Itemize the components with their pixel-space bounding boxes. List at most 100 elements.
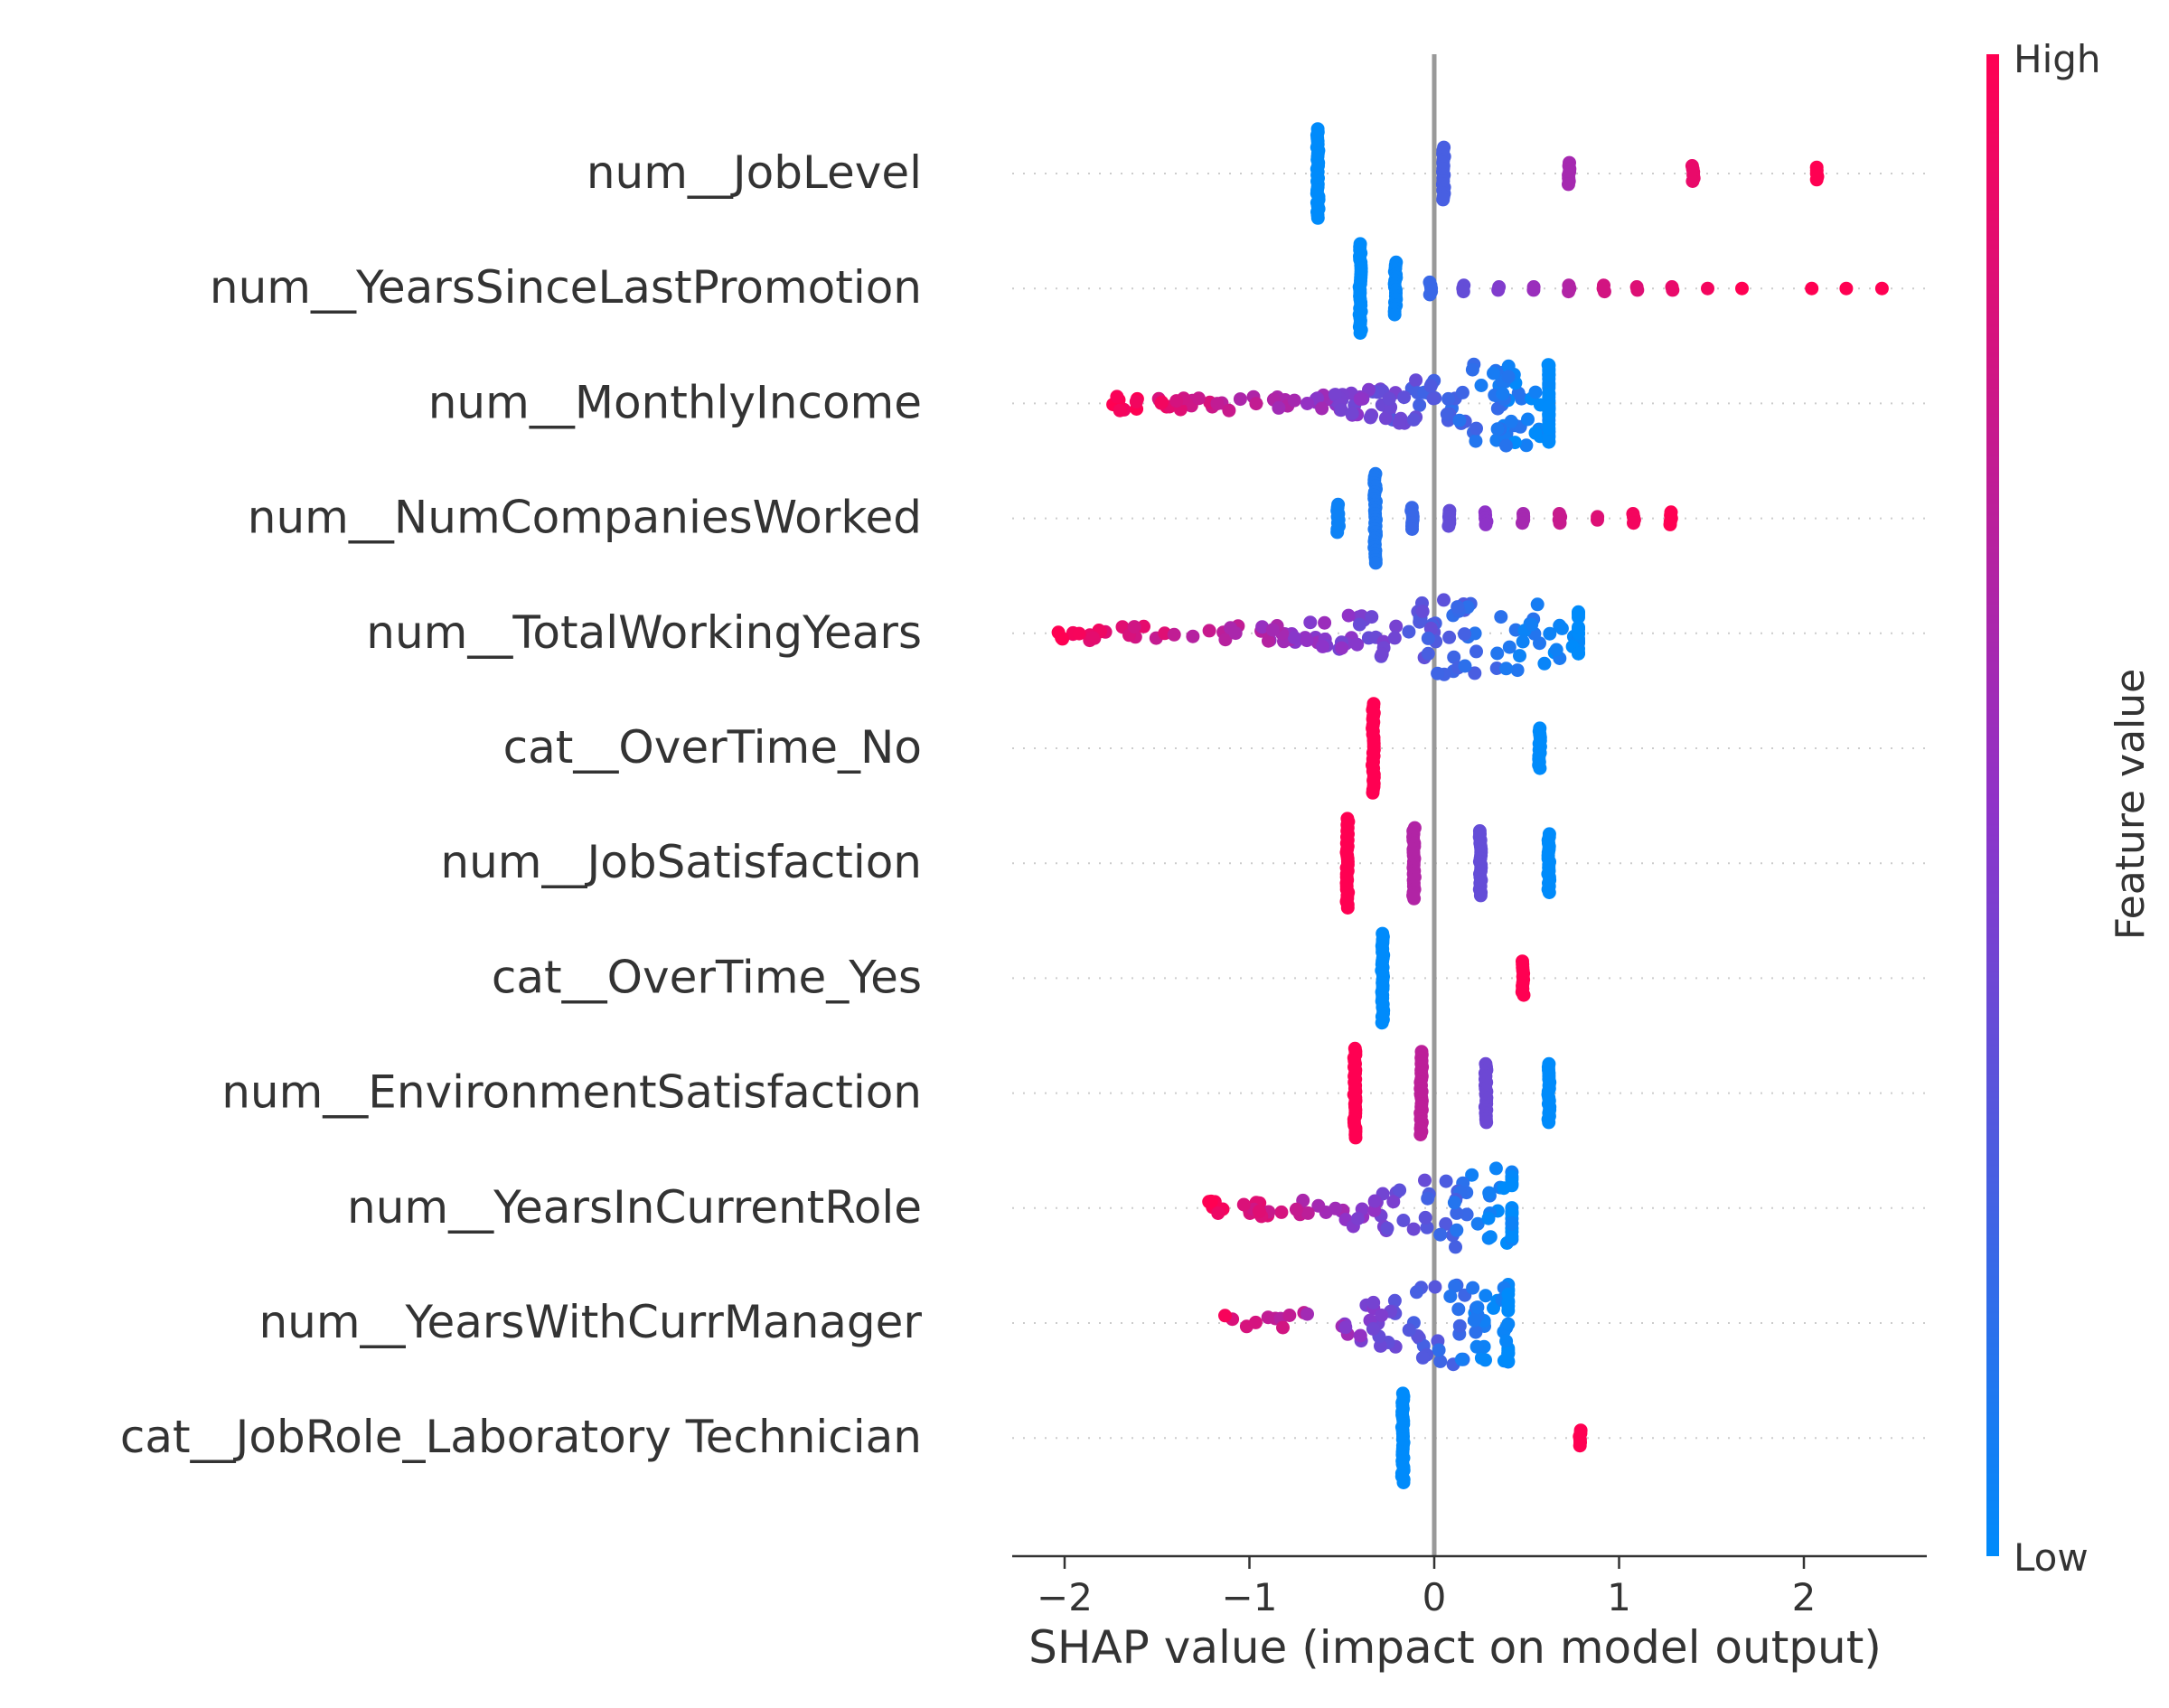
- shap-point: [1482, 1186, 1497, 1200]
- shap-point: [1479, 1353, 1492, 1367]
- shap-point: [1418, 1173, 1432, 1187]
- shap-point: [1501, 1287, 1516, 1301]
- shap-point: [1300, 1206, 1315, 1220]
- shap-point: [1378, 411, 1393, 426]
- shap-point: [1340, 901, 1355, 915]
- shap-point: [1487, 366, 1500, 380]
- shap-point: [1433, 1227, 1448, 1242]
- shap-point: [1303, 615, 1318, 630]
- shap-point: [1516, 634, 1530, 649]
- shap-point: [1465, 1168, 1479, 1182]
- shap-point: [1479, 1115, 1494, 1130]
- shap-point: [1469, 434, 1483, 448]
- x-axis-label: SHAP value (impact on model output): [1028, 1621, 1882, 1674]
- shap-point: [1458, 659, 1472, 673]
- shap-point: [1186, 629, 1200, 643]
- feature-label: num__YearsInCurrentRole: [347, 1181, 922, 1234]
- shap-point: [1490, 401, 1505, 416]
- shap-point: [1387, 631, 1402, 645]
- shap-point: [1287, 631, 1301, 645]
- shap-point: [1334, 403, 1348, 418]
- shap-point: [1316, 639, 1329, 653]
- shap-point: [1449, 1240, 1462, 1254]
- shap-point: [1191, 391, 1206, 406]
- shap-point: [1315, 401, 1329, 416]
- shap-point: [1487, 1300, 1500, 1315]
- shap-point: [1397, 390, 1412, 405]
- shap-point: [1300, 1307, 1314, 1321]
- shap-point: [1474, 379, 1488, 392]
- shap-point: [1809, 173, 1824, 187]
- shap-point: [1318, 615, 1332, 630]
- shap-point: [1505, 1216, 1519, 1230]
- shap-point: [1439, 1174, 1453, 1188]
- shap-point: [1350, 637, 1365, 652]
- shap-point: [1572, 607, 1585, 622]
- shap-point: [1537, 656, 1552, 671]
- shap-point: [1113, 403, 1127, 418]
- shap-point: [1055, 631, 1069, 645]
- shap-point: [1465, 362, 1479, 377]
- shap-point: [1469, 421, 1483, 436]
- shap-point: [1505, 1178, 1519, 1193]
- shap-point: [1496, 387, 1510, 401]
- shap-point: [1440, 407, 1454, 421]
- shap-point: [1467, 1313, 1481, 1328]
- shap-point: [1597, 285, 1611, 299]
- shap-point: [1469, 1325, 1483, 1339]
- shap-point: [1431, 666, 1445, 680]
- x-tick-label: 2: [1792, 1575, 1817, 1619]
- feature-label: num__YearsSinceLastPromotion: [210, 261, 922, 314]
- shap-point: [1528, 426, 1543, 440]
- shap-point: [1501, 1354, 1516, 1368]
- shap-point: [1310, 391, 1325, 406]
- shap-points: [1051, 122, 1889, 1489]
- shap-point: [1468, 666, 1482, 680]
- shap-point: [1553, 516, 1567, 530]
- shap-point: [1423, 287, 1437, 302]
- shap-point: [1365, 610, 1379, 624]
- shap-point: [1573, 1439, 1587, 1453]
- shap-point: [1366, 1322, 1380, 1336]
- colorbar-high-label: High: [2014, 37, 2101, 81]
- shap-point: [1345, 406, 1359, 420]
- shap-point: [1300, 633, 1314, 648]
- shap-point: [1441, 519, 1456, 533]
- shap-point: [1433, 1354, 1448, 1368]
- feature-label: num__JobLevel: [587, 146, 922, 199]
- shap-point: [1418, 1210, 1432, 1225]
- shap-point: [1421, 1191, 1435, 1206]
- shap-point: [1452, 413, 1467, 427]
- shap-point: [1410, 1285, 1423, 1300]
- shap-point: [1353, 326, 1367, 340]
- feature-rows: num__JobLevel num__YearsSinceLastPromotio…: [120, 146, 1927, 1463]
- shap-point: [1469, 644, 1483, 659]
- shap-point: [1562, 285, 1576, 299]
- shap-point: [1439, 1216, 1453, 1231]
- shap-point: [1310, 211, 1325, 225]
- shap-point: [1447, 650, 1461, 664]
- shap-point: [1562, 177, 1575, 192]
- shap-point: [1382, 391, 1396, 406]
- shap-point: [1441, 391, 1456, 406]
- shap-point: [1479, 1289, 1493, 1303]
- shap-point: [1455, 385, 1469, 399]
- shap-point: [1169, 394, 1184, 408]
- shap-point: [1129, 394, 1143, 408]
- shap-point: [1421, 631, 1435, 645]
- shap-point: [1481, 1211, 1496, 1225]
- x-tick-label: −1: [1222, 1575, 1278, 1619]
- shap-point: [1386, 1195, 1401, 1209]
- shap-point: [1543, 626, 1557, 641]
- shap-point: [1204, 1194, 1218, 1208]
- shap-point: [1542, 886, 1556, 899]
- shap-point: [1473, 888, 1488, 903]
- shap-point: [1542, 399, 1556, 414]
- shap-point: [1452, 1319, 1467, 1333]
- shap-point: [1502, 640, 1516, 654]
- shap-point: [1274, 1205, 1289, 1219]
- shap-point: [1228, 626, 1243, 641]
- shap-point: [1513, 649, 1526, 663]
- feature-label: num__NumCompaniesWorked: [248, 492, 922, 544]
- colorbar-title: Feature value: [2108, 669, 2154, 940]
